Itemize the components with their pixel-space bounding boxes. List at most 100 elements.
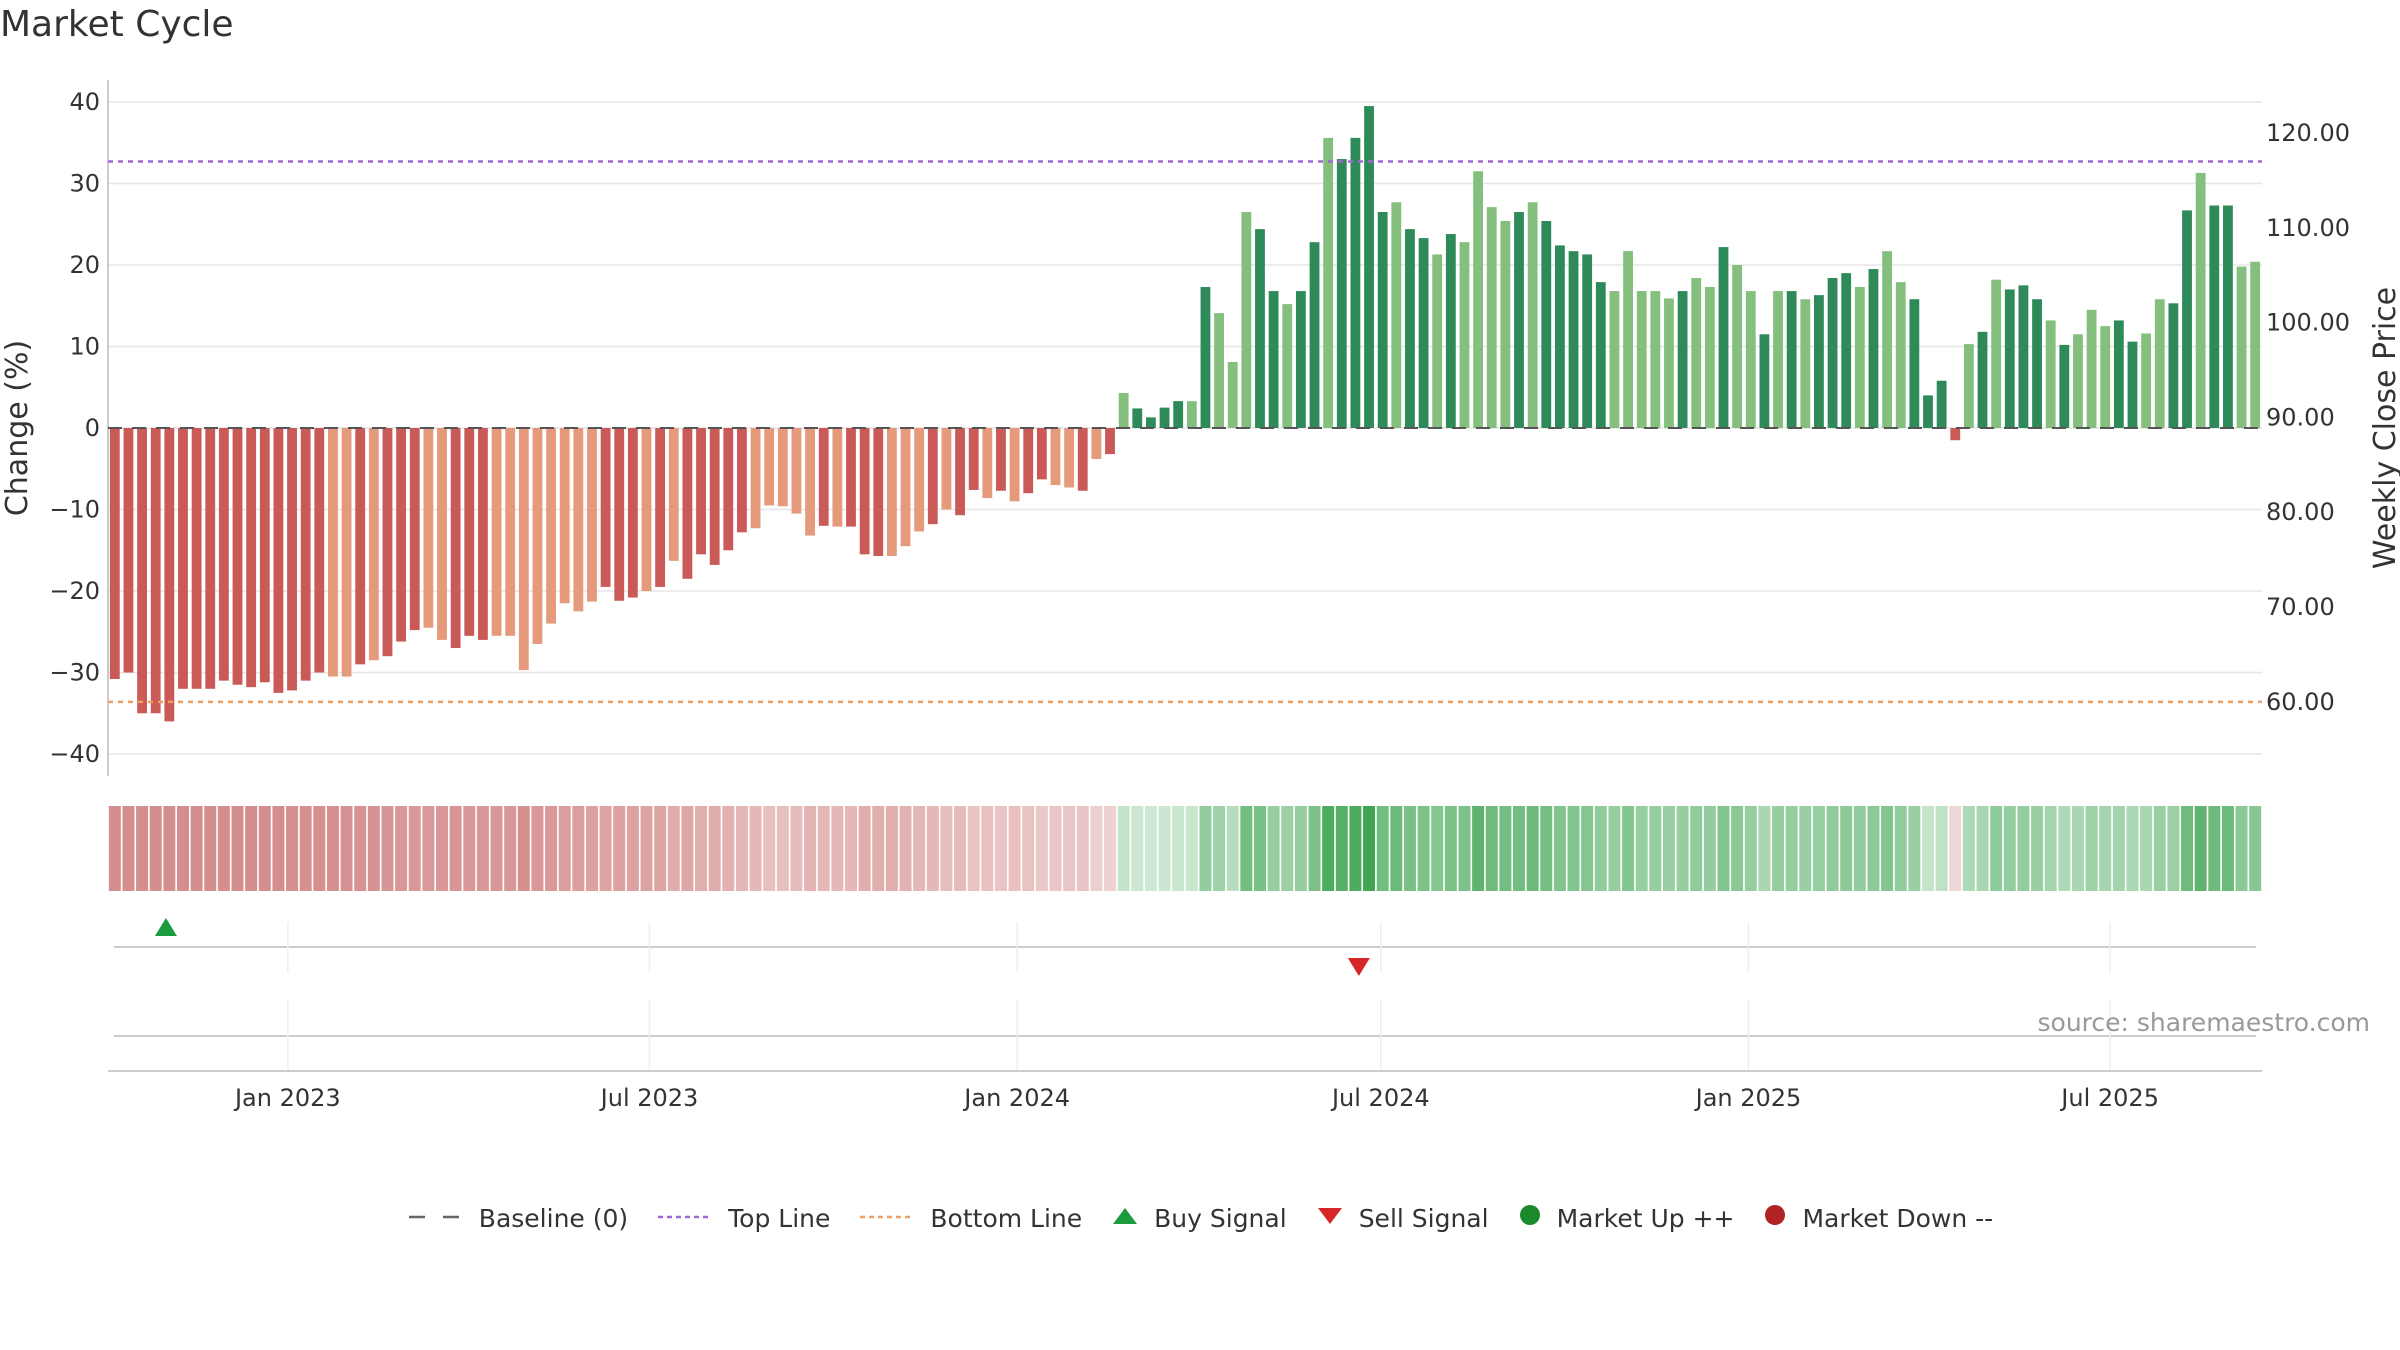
bar <box>232 428 243 685</box>
bar <box>2113 320 2124 428</box>
x-tick-label: Jan 2024 <box>962 1084 1070 1112</box>
heat-cell <box>2181 806 2194 891</box>
bar <box>1704 287 1715 428</box>
bar <box>1418 238 1429 428</box>
legend-label: Buy Signal <box>1154 1203 1287 1233</box>
bar <box>1691 278 1702 428</box>
bar <box>1132 408 1143 428</box>
heat-cell <box>1458 806 1471 891</box>
bar <box>655 428 666 587</box>
bar <box>1282 304 1293 428</box>
bar <box>1364 106 1374 428</box>
y-tick-label-left: −30 <box>49 659 100 687</box>
triangle-up-icon <box>1110 1204 1140 1233</box>
heat-cell <box>1635 806 1648 891</box>
bar <box>1827 278 1838 428</box>
heat-cell <box>1363 806 1376 891</box>
y-tick-label-left: 20 <box>69 251 100 279</box>
bar <box>777 428 788 507</box>
heat-cell <box>654 806 667 891</box>
heat-cell <box>626 806 639 891</box>
heat-cell <box>926 806 939 891</box>
bar <box>818 428 829 526</box>
bar <box>246 428 257 688</box>
bar <box>259 428 270 683</box>
bar <box>1814 295 1824 428</box>
heat-cell <box>136 806 149 891</box>
bar <box>587 428 597 602</box>
heat-cell <box>1990 806 2003 891</box>
source-label: source: sharemaestro.com <box>2037 1008 2371 1037</box>
bar <box>164 428 175 722</box>
x-tick-label: Jul 2025 <box>2059 1084 2159 1112</box>
bar <box>1595 282 1606 428</box>
bar <box>1173 401 1184 428</box>
bar <box>1146 417 1156 428</box>
heat-cell <box>1144 806 1157 891</box>
legend-item-sell: Sell Signal <box>1315 1204 1489 1233</box>
legend: Baseline (0) Top Line Bottom Line Buy Signa… <box>0 1202 2400 1234</box>
bar <box>532 428 543 644</box>
bar <box>2182 210 2192 428</box>
heat-cell <box>1499 806 1512 891</box>
heat-cell <box>1867 806 1880 891</box>
y-tick-label-left: −20 <box>49 577 100 605</box>
heat-cell <box>490 806 503 891</box>
bar <box>1977 331 1988 428</box>
heat-cell <box>1049 806 1062 891</box>
bar <box>437 428 447 640</box>
heat-cell <box>1349 806 1362 891</box>
heat-cell <box>981 806 994 891</box>
dotted-line-icon <box>858 1204 916 1233</box>
heat-cell <box>1199 806 1212 891</box>
heat-cell <box>381 806 394 891</box>
heat-cell <box>231 806 244 891</box>
heat-cell <box>1581 806 1594 891</box>
bar <box>1036 428 1047 480</box>
heat-cell <box>1553 806 1566 891</box>
buy-signal-marker <box>154 918 177 936</box>
heat-cell <box>463 806 476 891</box>
bar <box>2250 261 2261 428</box>
bar <box>750 428 761 529</box>
bar <box>546 428 556 624</box>
heat-cell <box>108 806 121 891</box>
bar <box>1009 428 1020 502</box>
bar <box>1773 291 1783 428</box>
heat-cell <box>531 806 544 891</box>
bar <box>1759 334 1770 428</box>
heat-cell <box>1294 806 1307 891</box>
heat-cell <box>804 806 817 891</box>
heat-cell <box>1390 806 1403 891</box>
bar <box>627 428 638 598</box>
heat-cell <box>640 806 653 891</box>
heat-cell <box>585 806 598 891</box>
heat-cell <box>1962 806 1975 891</box>
bar <box>1664 298 1674 428</box>
bar <box>641 428 652 591</box>
bar <box>300 428 311 681</box>
bar <box>2004 289 2015 428</box>
bar <box>955 428 965 516</box>
heat-cell <box>1131 806 1144 891</box>
bar <box>1336 159 1347 429</box>
y-tick-label-right: 80.00 <box>2266 498 2335 526</box>
bar <box>218 428 229 681</box>
heat-cell <box>1417 806 1430 891</box>
heat-cell <box>204 806 217 891</box>
bar <box>1568 251 1579 428</box>
heat-cell <box>449 806 462 891</box>
heat-cell <box>504 806 517 891</box>
bar <box>1486 207 1497 428</box>
heat-cell <box>1894 806 1907 891</box>
heat-cell <box>1594 806 1607 891</box>
heat-cell <box>844 806 857 891</box>
chart-title: Market Cycle <box>0 4 234 45</box>
heat-cell <box>1322 806 1335 891</box>
heat-cell <box>599 806 612 891</box>
heat-cell <box>1063 806 1076 891</box>
bar <box>341 428 352 677</box>
bar <box>1118 392 1129 428</box>
heat-cell <box>613 806 626 891</box>
bar <box>1718 247 1729 428</box>
